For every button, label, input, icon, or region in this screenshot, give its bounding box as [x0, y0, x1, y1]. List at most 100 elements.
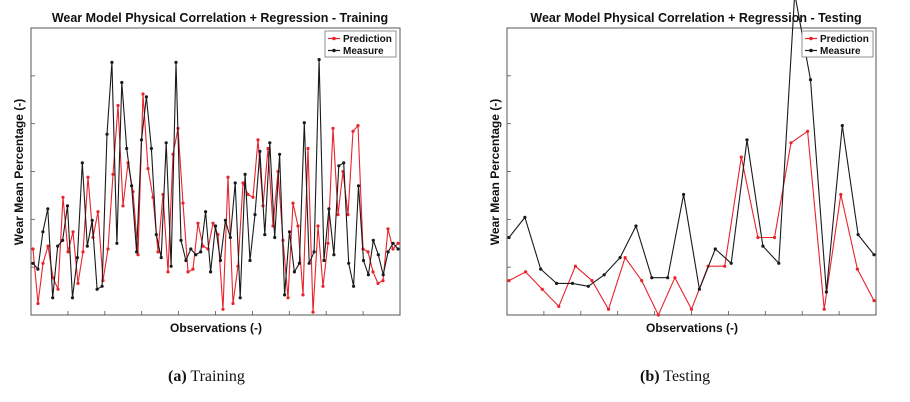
testing-measure-point [840, 124, 844, 128]
training-prediction-point [321, 284, 325, 288]
training-measure-point [149, 146, 153, 151]
testing-measure-point [713, 247, 717, 251]
training-measure-point [46, 207, 50, 211]
training-measure-point [218, 258, 222, 263]
training-measure-point [169, 264, 173, 268]
testing-caption-text: Testing [663, 368, 711, 385]
training-prediction-point [146, 167, 150, 171]
training-prediction-point [121, 204, 125, 208]
training-prediction-point [371, 270, 375, 274]
training-measure-point [164, 141, 168, 145]
training-measure-point [302, 121, 306, 125]
training-measure-point [154, 233, 158, 237]
training-measure-point [31, 261, 35, 265]
training-legend-box [324, 30, 397, 58]
training-prediction-point [336, 213, 340, 217]
testing-legend-measure-label: Measure [820, 46, 861, 57]
training-prediction-point [226, 175, 230, 179]
training-measure-point [396, 247, 400, 251]
training-measure-point [209, 270, 213, 274]
testing-chart-title: Wear Model Physical Correlation + Regres… [530, 11, 861, 25]
training-measure-point [322, 258, 326, 263]
testing-measure-point [523, 215, 527, 219]
testing-legend-box [801, 30, 874, 58]
testing-prediction-line [508, 130, 875, 316]
training-prediction-point [386, 227, 390, 231]
testing-measure-point [872, 253, 876, 257]
training-measure-point [332, 253, 336, 257]
training-measure-point [253, 213, 257, 217]
testing-prediction-point [557, 304, 561, 308]
training-measure-point [376, 253, 380, 257]
training-prediction-point [36, 301, 40, 306]
testing-prediction-point [573, 264, 578, 268]
testing-measure-point [824, 290, 829, 294]
training-measure-point [366, 273, 370, 277]
training-measure-point [115, 241, 119, 245]
training-prediction-point [31, 247, 35, 251]
training-y-axis-label: Wear Mean Percentage (-) [12, 99, 26, 246]
testing-measure-point [618, 256, 622, 260]
training-caption: (a) Training [168, 368, 245, 386]
training-measure-point [105, 132, 109, 136]
testing-legend-prediction-label: Prediction [820, 34, 869, 45]
training-prediction-point [116, 103, 120, 108]
training-measure-point [139, 138, 144, 142]
training-prediction-point [246, 192, 250, 197]
testing-measure-point [682, 192, 686, 197]
training-measure-point [65, 204, 70, 208]
training-prediction-point [231, 301, 235, 306]
testing-measure-point [555, 281, 559, 285]
training-prediction-point [391, 247, 395, 251]
training-measure-point [258, 149, 262, 153]
testing-series-layer [507, 0, 876, 317]
training-measure-point [371, 238, 375, 242]
testing-measure-point [761, 244, 765, 248]
testing-measure-point [586, 284, 590, 288]
training-measure-point [184, 258, 188, 263]
training-prediction-point [301, 293, 305, 297]
training-measure-point [297, 261, 301, 265]
training-measure-point [381, 273, 385, 277]
training-measure-point [90, 218, 94, 222]
training-prediction-line [32, 93, 399, 313]
testing-caption: (b) Testing [640, 368, 710, 386]
training-measure-point [100, 284, 104, 288]
testing-prediction-point [590, 279, 594, 283]
training-measure-point [213, 224, 218, 228]
training-prediction-point [156, 250, 160, 254]
training-prediction-point [381, 279, 385, 283]
training-measure-point [228, 235, 232, 240]
training-prediction-point [346, 213, 350, 217]
training-measure-point [179, 238, 183, 242]
training-prediction-point [356, 124, 360, 128]
training-measure-point [199, 250, 203, 254]
training-prediction-point [331, 126, 335, 130]
testing-legend-prediction-marker [809, 36, 813, 41]
training-prediction-point [221, 307, 225, 311]
training-measure-point [307, 261, 311, 265]
training-prediction-point [351, 129, 355, 133]
training-prediction-point [201, 244, 205, 248]
training-prediction-point [376, 281, 380, 285]
training-measure-point [110, 60, 114, 64]
testing-prediction-point [872, 299, 876, 303]
training-measure-point [36, 267, 40, 271]
training-prediction-point [166, 270, 170, 274]
training-prediction-point [136, 253, 140, 257]
training-measure-point [312, 250, 316, 254]
training-measure-point [144, 95, 148, 99]
training-measure-point [120, 80, 124, 85]
training-measure-point [342, 161, 346, 165]
testing-measure-point [650, 276, 654, 280]
training-prediction-point [111, 172, 115, 176]
training-prediction-point [306, 146, 310, 151]
training-prediction-point [396, 241, 400, 245]
training-measure-point [51, 296, 55, 300]
training-measure-point [337, 164, 341, 168]
training-measure-point [268, 141, 272, 145]
training-prediction-point [241, 181, 245, 185]
testing-measure-point [602, 273, 606, 277]
testing-prediction-point [789, 141, 793, 145]
testing-legend: Prediction Measure [801, 30, 874, 58]
